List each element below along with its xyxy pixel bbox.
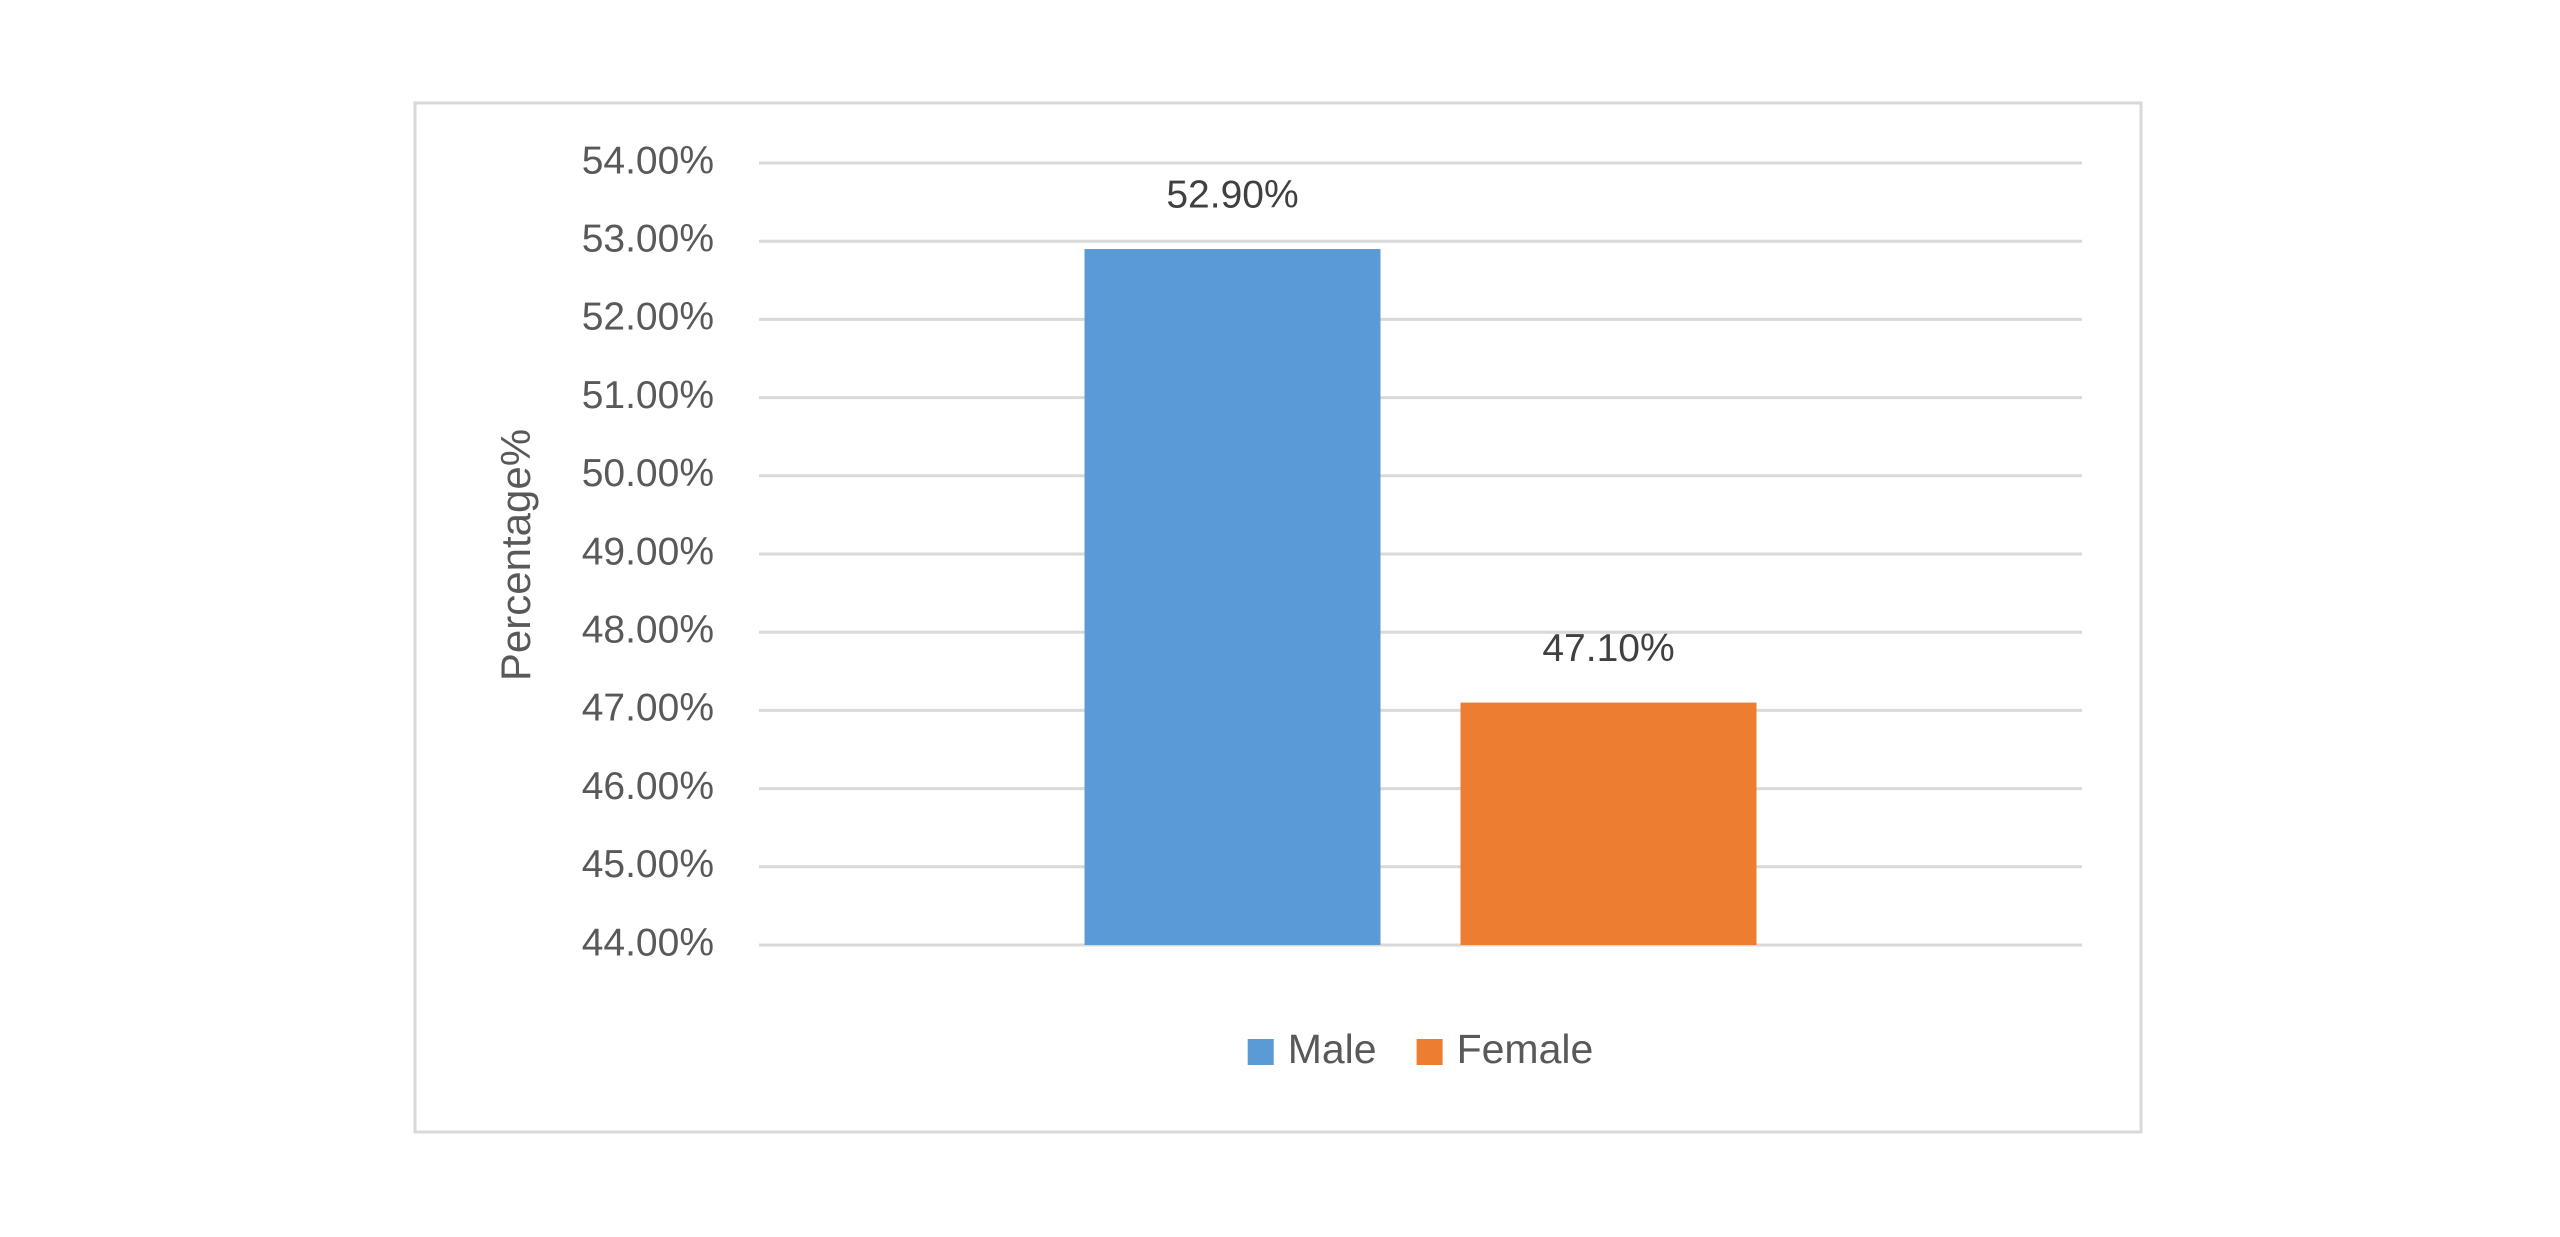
y-tick-label: 47.00% [582,687,714,730]
data-label: 52.90% [1166,173,1298,216]
legend-label: Male [1288,1026,1377,1072]
bar [1460,702,1757,945]
y-tick-label: 52.00% [582,296,714,339]
y-tick-label: 51.00% [582,374,714,417]
legend-label: Female [1457,1026,1594,1072]
legend: Male Female [1247,1026,1594,1072]
y-tick-label: 46.00% [582,765,714,808]
bars: 52.90% 47.10% [1084,173,1757,945]
y-tick-label: 53.00% [582,217,714,260]
y-tick-label: 49.00% [582,530,714,573]
grid: 44.00% 45.00% 46.00% 47.00% 48.00% 49.00% 50.0… [582,139,2082,964]
y-tick-label: 48.00% [582,608,714,651]
bar [1084,249,1381,945]
y-tick-label: 45.00% [582,843,714,886]
y-tick-label: 44.00% [582,921,714,964]
y-tick-label: 50.00% [582,452,714,495]
data-label: 47.10% [1542,627,1674,670]
legend-swatch [1247,1039,1274,1065]
legend-swatch [1416,1039,1443,1065]
y-axis-label: Percentage% [492,429,539,681]
y-tick-label: 54.00% [582,139,714,182]
